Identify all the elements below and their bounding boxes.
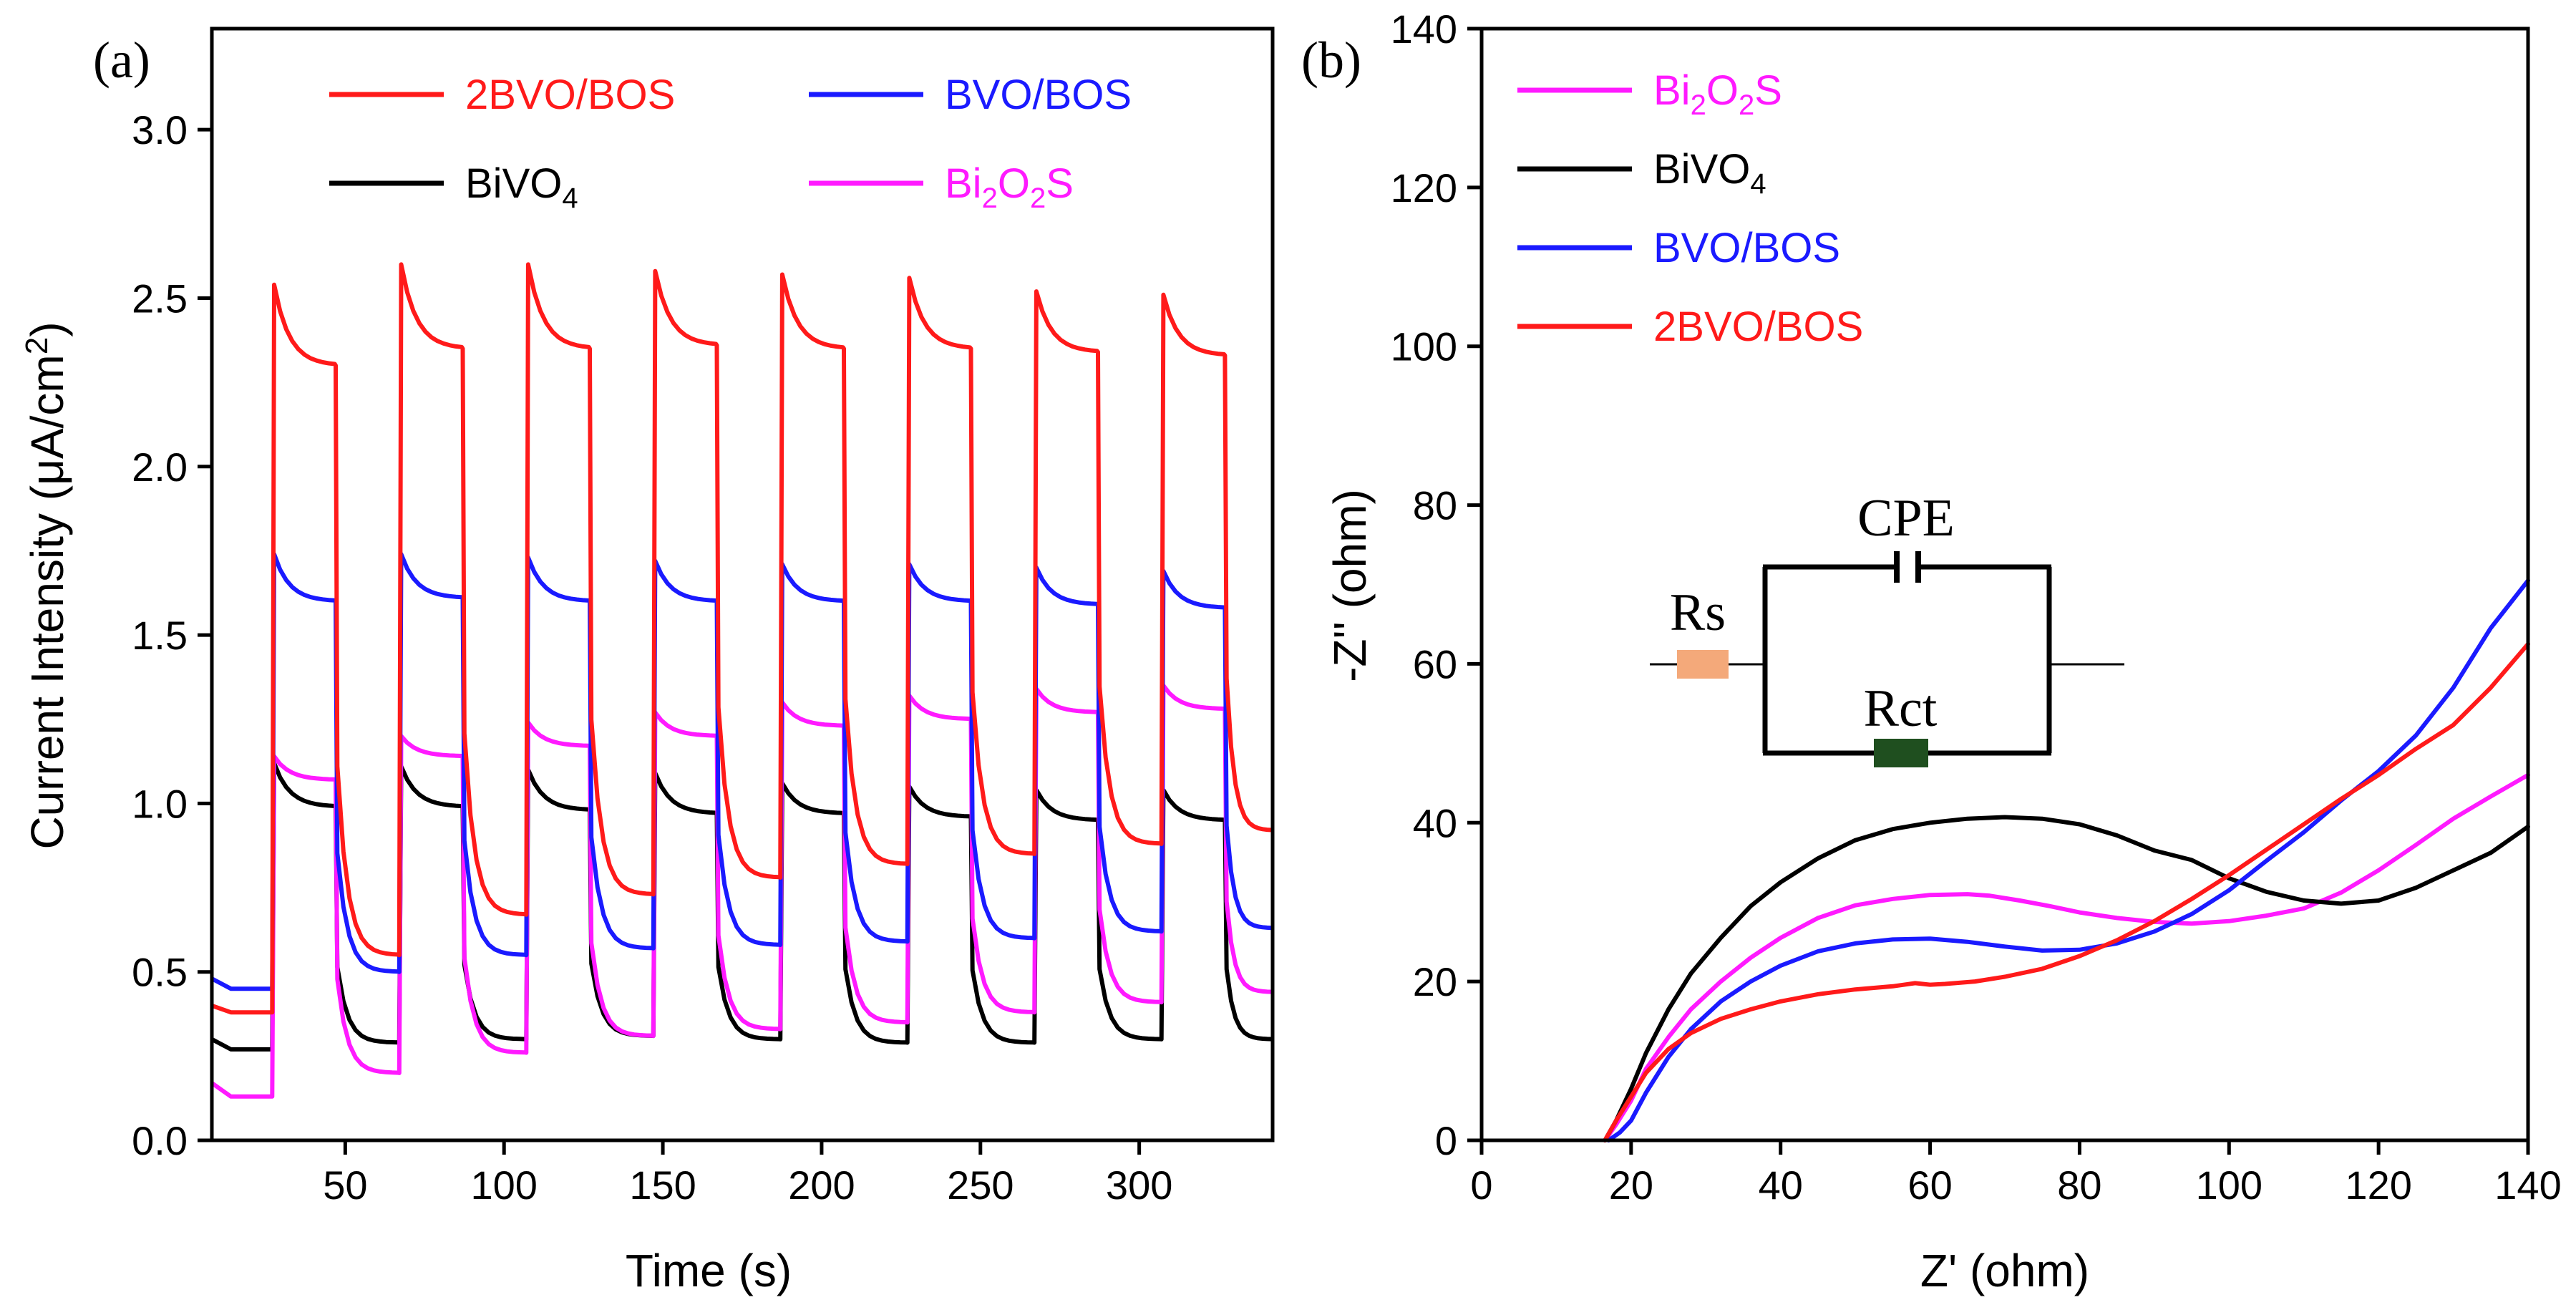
equivalent-circuit-inset: CPE Rs Rct [1650,489,2124,767]
series-line-bvo-bos [212,552,1273,991]
panel-a-x-tick-label: 50 [323,1163,367,1208]
panel-a-y-tick-label: 2.5 [132,276,188,321]
panel-b-y-tick-label: 100 [1391,324,1457,369]
legend-subscript: 2 [982,183,998,214]
panel-a-series-group [212,262,1273,1099]
legend-text: 2BVO/BOS [465,72,675,118]
panel-a-y-tick-label: 1.5 [132,613,188,658]
legend-text: BiVO [1653,146,1750,193]
panel-b-x-tick-label: 40 [1759,1163,1803,1208]
panel-b-x-axis-title: Z' (ohm) [1920,1245,2089,1296]
series-line-2bvo-bos [212,262,1273,1015]
panel-a-x-axis-title: Time (s) [626,1245,792,1296]
panel-a-y-tick-label: 0.0 [132,1118,188,1163]
legend-label-bivo4: BiVO4 [465,160,578,214]
panel-b-y-tick-label: 140 [1391,6,1457,52]
panel-label-b: (b) [1301,31,1361,89]
legend-text: O [998,160,1030,207]
legend-text: Bi [945,160,982,207]
panel-a-y-tick-label: 3.0 [132,107,188,152]
panel-a-y-axis-ticks: 0.0 0.5 1.0 1.5 2.0 2.5 3.0 [132,107,212,1163]
panel-a-x-tick-label: 250 [947,1163,1014,1208]
panel-b-x-tick-label: 80 [2057,1163,2101,1208]
legend-text: BiVO [465,160,562,207]
legend-label-2bvo-bos: 2BVO/BOS [465,72,675,118]
legend-label-bvo-bos: BVO/BOS [1653,225,1840,271]
y-title-part: ) [21,321,73,336]
panel-b-x-tick-label: 20 [1609,1163,1653,1208]
y-title-superscript: 2 [19,337,54,354]
y-title-part: μ [21,459,73,485]
panel-b-y-tick-label: 20 [1413,959,1457,1004]
nyquist-line-bi2o2s [1603,772,2530,1142]
legend-label-bi2o2s: Bi2O2S [945,160,1074,214]
panel-b-y-tick-label: 80 [1413,483,1457,528]
legend-text: BVO/BOS [1653,225,1840,271]
cpe-label: CPE [1857,489,1955,548]
panel-b-y-tick-label: 120 [1391,165,1457,210]
series-line-bi2o2s [212,683,1273,1099]
panel-a-plot-frame [210,26,1275,1142]
nyquist-line-bivo4 [1603,815,2530,1142]
y-title-part: A/cm [21,354,73,459]
legend-label-2bvo-bos: 2BVO/BOS [1653,304,1863,350]
panel-b-x-tick-label: 0 [1470,1163,1492,1208]
legend-subscript: 4 [562,183,578,214]
panel-b-y-tick-label: 40 [1413,800,1457,845]
legend-text: Bi [1653,67,1691,114]
panel-a-x-axis-ticks: 50 100 150 200 250 300 [323,1140,1172,1208]
rs-resistor [1677,650,1729,679]
legend-text: S [1754,67,1782,114]
panel-b-x-tick-label: 100 [2196,1163,2262,1208]
panel-b-x-tick-label: 140 [2494,1163,2561,1208]
legend-label-bi2o2s: Bi2O2S [1653,67,1782,121]
legend-label-bvo-bos: BVO/BOS [945,72,1132,118]
rct-resistor [1874,739,1928,767]
panel-b-x-axis-ticks: 0 20 40 60 80 100 120 140 [1470,1140,2562,1208]
legend-text: O [1706,67,1739,114]
legend-subscript: 2 [1739,89,1754,121]
panel-a-y-tick-label: 2.0 [132,445,188,490]
panel-b-y-axis-ticks: 0 20 40 60 80 100 120 140 [1391,6,1482,1163]
legend-subscript: 2 [1030,183,1046,214]
panel-b-x-tick-label: 60 [1907,1163,1952,1208]
panel-b-x-tick-label: 120 [2345,1163,2411,1208]
legend-subscript: 4 [1750,168,1766,200]
legend-subscript: 2 [1691,89,1706,121]
panel-b-y-tick-label: 60 [1413,641,1457,686]
panel-a-y-tick-label: 0.5 [132,950,188,995]
panel-label-a: (a) [93,31,150,89]
series-line-bivo4 [212,760,1273,1052]
panel-b-plot-frame [1479,26,2530,1142]
panel-a-y-axis-title: Current Intensity (μA/cm2) [19,321,73,849]
legend-text: 2BVO/BOS [1653,304,1863,350]
panel-b-series-group [1603,578,2530,1142]
panel-a-x-tick-label: 150 [629,1163,696,1208]
panel-a-x-tick-label: 100 [470,1163,537,1208]
legend-text: S [1046,160,1074,207]
legend-text: BVO/BOS [945,72,1132,118]
panel-b: (b) 0 20 40 60 80 100 120 140 0 20 40 60 80 100 120 14… [1301,6,2562,1296]
rs-label: Rs [1670,583,1726,642]
panel-a-x-tick-label: 200 [788,1163,855,1208]
panel-b-y-tick-label: 0 [1435,1118,1457,1163]
panel-a-y-tick-label: 1.0 [132,781,188,826]
panel-a-x-tick-label: 300 [1106,1163,1172,1208]
rct-label: Rct [1864,679,1938,738]
panel-b-y-axis-title: -Z'' (ohm) [1324,489,1376,682]
y-title-part: Current Intensity ( [21,485,73,850]
legend-label-bivo4: BiVO4 [1653,146,1766,200]
panel-a: (a) 50 100 150 200 250 300 0.0 0.5 1.0 1.5 2.0 2.5… [19,26,1275,1296]
nyquist-line-2bvo-bos [1603,641,2530,1142]
